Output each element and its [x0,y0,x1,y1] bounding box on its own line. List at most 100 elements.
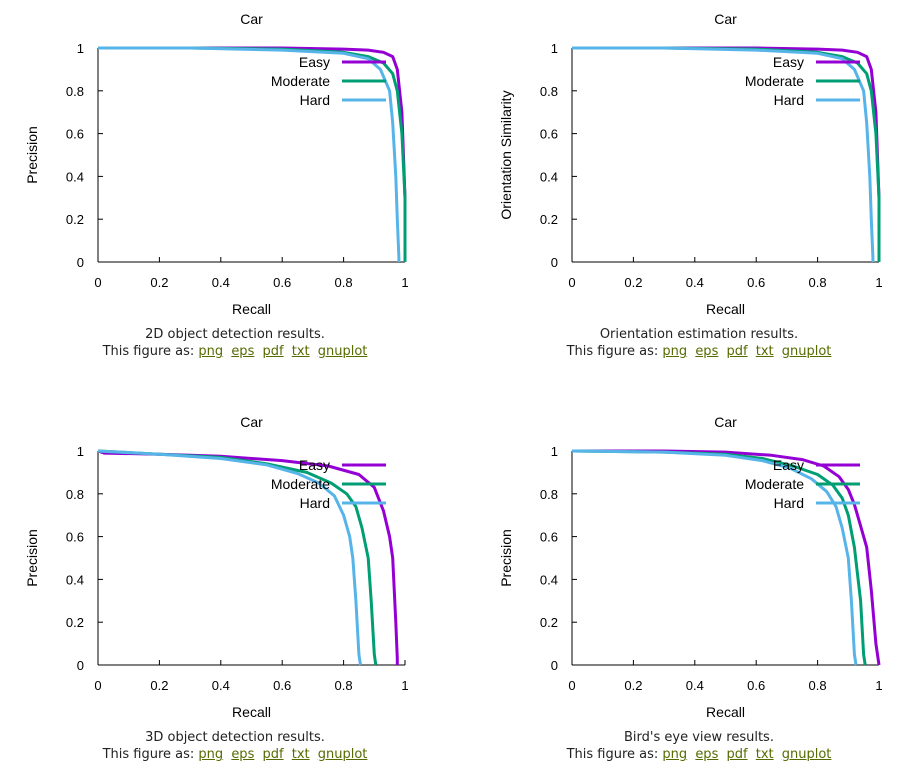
x-tick-label: 0.8 [335,678,353,693]
png-link[interactable]: png [662,344,688,359]
chart-title: Car [714,11,737,27]
x-tick-label: 1 [401,275,408,290]
legend-label-easy: Easy [773,457,804,473]
x-tick-label: 0.8 [335,275,353,290]
eps-link[interactable]: eps [231,747,255,762]
figure-caption: Orientation estimation results. [599,327,799,342]
pr-chart: Car 0 0.2 0.4 0.6 0.8 1 0 0.2 0.4 0.6 0.8 1 Recall Pre… [498,414,883,720]
figure-caption: 3D object detection results. [145,730,325,745]
y-axis-label: Orientation Similarity [498,90,514,219]
pr-chart: Car 0 0.2 0.4 0.6 0.8 1 0 0.2 0.4 0.6 0.8 1 Recall Pre… [24,11,409,317]
chart-title: Car [714,414,737,430]
y-tick-label: 0.4 [66,572,84,587]
eps-link[interactable]: eps [695,747,719,762]
y-tick-label: 0.2 [66,615,84,630]
png-link[interactable]: png [198,747,224,762]
y-tick-label: 0 [551,658,558,673]
y-tick-label: 0.6 [66,127,84,142]
x-tick-label: 0.4 [686,275,704,290]
x-tick-label: 0.8 [809,678,827,693]
x-tick-label: 0 [94,275,101,290]
legend-label-easy: Easy [299,54,330,70]
eps-link[interactable]: eps [695,344,719,359]
series-line-moderate [97,449,378,666]
chart-panel-3d-detection: Car 0 0.2 0.4 0.6 0.8 1 0 0.2 0.4 0.6 0.8 1 Recall Pre… [0,403,470,728]
pdf-link[interactable]: pdf [726,344,748,359]
y-tick-label: 0.2 [540,212,558,227]
y-tick-label: 0.6 [540,530,558,545]
pdf-link[interactable]: pdf [262,344,284,359]
x-tick-label: 0.4 [212,275,230,290]
x-tick-label: 0.2 [150,678,168,693]
x-axis-label: Recall [706,301,745,317]
gnuplot-link[interactable]: gnuplot [781,747,832,762]
x-tick-label: 1 [401,678,408,693]
pr-chart: Car 0 0.2 0.4 0.6 0.8 1 0 0.2 0.4 0.6 0.8 1 Recall Ori… [498,11,883,317]
y-tick-label: 0.4 [66,169,84,184]
x-tick-label: 0 [94,678,101,693]
y-tick-label: 0 [551,255,558,270]
pdf-link[interactable]: pdf [262,747,284,762]
y-tick-label: 0 [77,255,84,270]
x-tick-label: 0 [568,678,575,693]
legend-label-easy: Easy [773,54,804,70]
figure-caption-block: 3D object detection results. This figure… [0,729,470,763]
figure-as-label: This figure as: [102,747,195,762]
pr-chart: Car 0 0.2 0.4 0.6 0.8 1 0 0.2 0.4 0.6 0.8 1 Recall Pre… [24,414,409,720]
figure-caption-block: Orientation estimation results. This fig… [464,326,923,360]
figure-caption: 2D object detection results. [145,327,325,342]
x-tick-label: 0.6 [273,678,291,693]
x-axis-label: Recall [706,704,745,720]
figure-format-links: This figure as: png eps pdf txt gnuplot [464,746,923,763]
gnuplot-link[interactable]: gnuplot [317,747,368,762]
txt-link[interactable]: txt [755,747,774,762]
legend-label-moderate: Moderate [745,476,804,492]
legend-label-moderate: Moderate [271,73,330,89]
legend-label-moderate: Moderate [271,476,330,492]
legend-label-hard: Hard [774,495,804,511]
figure-as-label: This figure as: [566,344,659,359]
chart-panel-orientation: Car 0 0.2 0.4 0.6 0.8 1 0 0.2 0.4 0.6 0.8 1 Recall Ori… [474,0,923,325]
y-tick-label: 1 [77,41,84,56]
txt-link[interactable]: txt [291,747,310,762]
series-line-hard [97,449,362,666]
txt-link[interactable]: txt [755,344,774,359]
figure-caption-block: 2D object detection results. This figure… [0,326,470,360]
y-tick-label: 0.6 [66,530,84,545]
x-tick-label: 0.6 [747,678,765,693]
gnuplot-link[interactable]: gnuplot [317,344,368,359]
figure-as-label: This figure as: [102,344,195,359]
txt-link[interactable]: txt [291,344,310,359]
y-axis-label: Precision [498,529,514,587]
y-tick-label: 1 [77,444,84,459]
chart-title: Car [240,11,263,27]
gnuplot-link[interactable]: gnuplot [781,344,832,359]
legend-label-hard: Hard [774,92,804,108]
legend-label-hard: Hard [300,495,330,511]
figure-format-links: This figure as: png eps pdf txt gnuplot [0,343,470,360]
x-tick-label: 0.6 [273,275,291,290]
y-tick-label: 0.8 [66,487,84,502]
figure-format-links: This figure as: png eps pdf txt gnuplot [0,746,470,763]
y-axis-label: Precision [24,529,40,587]
x-tick-label: 0.2 [624,275,642,290]
y-tick-label: 0.6 [540,127,558,142]
chart-title: Car [240,414,263,430]
y-tick-label: 0 [77,658,84,673]
x-tick-label: 0.2 [624,678,642,693]
png-link[interactable]: png [662,747,688,762]
y-tick-label: 1 [551,41,558,56]
y-tick-label: 0.2 [540,615,558,630]
chart-panel-2d-detection: Car 0 0.2 0.4 0.6 0.8 1 0 0.2 0.4 0.6 0.8 1 Recall Pre… [0,0,470,325]
y-tick-label: 0.8 [540,84,558,99]
y-tick-label: 0.8 [540,487,558,502]
x-tick-label: 0.6 [747,275,765,290]
png-link[interactable]: png [198,344,224,359]
x-tick-label: 0 [568,275,575,290]
legend-label-easy: Easy [299,457,330,473]
y-tick-label: 1 [551,444,558,459]
figure-caption-block: Bird's eye view results. This figure as:… [464,729,923,763]
pdf-link[interactable]: pdf [726,747,748,762]
eps-link[interactable]: eps [231,344,255,359]
y-tick-label: 0.8 [66,84,84,99]
